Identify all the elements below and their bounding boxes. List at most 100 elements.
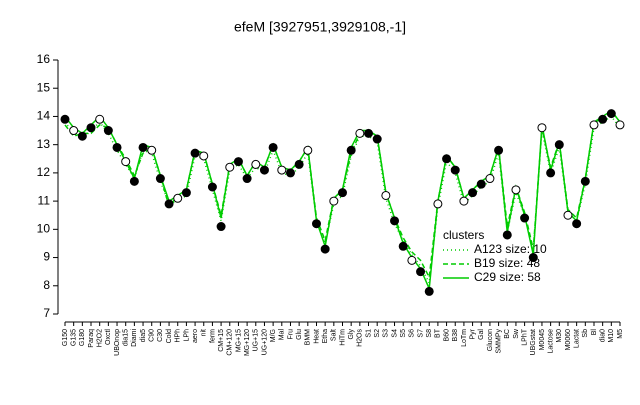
data-point [580, 176, 590, 186]
legend-label: A123 size: 10 [474, 242, 547, 256]
x-tick-label: Paraq [88, 329, 95, 348]
x-tick-label: UG+15 [253, 329, 260, 351]
x-tick-label: Lactat [573, 329, 580, 348]
legend-label: B19 size: 48 [474, 256, 540, 270]
x-tick-label: Gal [478, 329, 485, 340]
y-tick-label: 16 [37, 52, 51, 66]
x-tick-label: S5 [400, 329, 407, 338]
x-tick-label: S1 [365, 329, 372, 338]
x-tick-label: dia0 [600, 329, 607, 342]
data-point [450, 165, 460, 175]
x-tick-label: dia15 [123, 329, 130, 346]
x-tick-label: HiTm [339, 329, 346, 346]
data-point [572, 219, 582, 229]
x-tick-label: Glucon [487, 329, 494, 351]
data-point [95, 114, 105, 124]
y-tick-label: 10 [37, 222, 51, 236]
data-point [103, 126, 113, 136]
data-point [207, 182, 217, 192]
x-tick-label: S7 [417, 329, 424, 338]
data-point [476, 179, 486, 189]
data-point [485, 174, 495, 184]
data-point [277, 165, 287, 175]
x-tick-label: BMM [305, 329, 312, 346]
x-tick-label: UG+120 [261, 329, 268, 355]
x-tick-label: LPhT [521, 328, 528, 345]
x-tick-label: Salt [331, 329, 338, 341]
data-point [606, 109, 616, 119]
legend-title: clusters [443, 228, 484, 242]
x-tick-label: CM+120 [227, 329, 234, 356]
x-tick-label: LPh [183, 329, 190, 342]
y-tick-label: 9 [43, 250, 50, 264]
x-tick-label: C90 [149, 329, 156, 342]
data-point [355, 128, 365, 138]
y-tick-label: 12 [37, 165, 51, 179]
x-tick-label: Sw [513, 328, 520, 339]
data-point [86, 123, 96, 133]
data-point [60, 114, 70, 124]
x-tick-label: M30 [556, 329, 563, 343]
data-point [546, 168, 556, 178]
data-point [502, 230, 512, 240]
data-point [181, 188, 191, 198]
data-point [537, 123, 547, 133]
x-tick-label: Mal [279, 329, 286, 341]
x-tick-label: B60 [443, 329, 450, 342]
data-point [173, 193, 183, 203]
y-tick-label: 8 [43, 278, 50, 292]
data-point [416, 267, 426, 277]
x-tick-label: CM+15 [218, 329, 225, 352]
data-point [259, 165, 269, 175]
data-point [216, 222, 226, 232]
x-tick-label: Bl [591, 329, 598, 336]
x-tick-label: BT [435, 328, 442, 338]
x-tick-label: G135 [71, 329, 78, 346]
x-tick-label: nit [201, 329, 208, 336]
data-point [442, 154, 452, 164]
x-tick-label: B38 [452, 329, 459, 342]
data-point [233, 157, 243, 167]
data-point [615, 120, 625, 130]
data-point [390, 216, 400, 226]
x-tick-label: H2Os [357, 329, 364, 347]
x-tick-label: MG+120 [244, 329, 251, 356]
legend-label: C29 size: 58 [474, 270, 541, 284]
x-tick-label: S3 [383, 329, 390, 338]
x-tick-label: dia5 [140, 329, 147, 342]
data-point [598, 114, 608, 124]
data-point [398, 241, 408, 251]
x-tick-label: aero [192, 329, 199, 343]
x-tick-label: Sb [582, 329, 589, 338]
data-point [285, 168, 295, 178]
x-tick-label: M10 [608, 329, 615, 343]
x-tick-label: H2O2 [97, 329, 104, 347]
data-point [320, 244, 330, 254]
data-point [147, 145, 157, 155]
x-tick-label: ferm [209, 329, 216, 343]
y-tick-label: 11 [38, 193, 51, 207]
x-tick-label: S4 [391, 329, 398, 338]
x-tick-label: Fru [287, 329, 294, 340]
x-tick-label: S2 [374, 329, 381, 338]
x-tick-label: C30 [157, 329, 164, 342]
data-point [225, 162, 235, 172]
data-point [164, 199, 174, 209]
x-tick-label: Lactose [547, 329, 554, 354]
x-tick-label: M/G [270, 329, 277, 342]
data-point [346, 145, 356, 155]
data-point [303, 145, 313, 155]
data-point [129, 176, 139, 186]
x-tick-label: Heat [313, 329, 320, 344]
x-tick-label: M0045 [539, 329, 546, 351]
data-point [511, 185, 521, 195]
x-tick-label: SMMPy [495, 329, 502, 354]
data-point [563, 210, 573, 220]
x-tick-label: LoTm [461, 329, 468, 347]
x-tick-label: Oxctl [105, 329, 112, 345]
data-point [155, 174, 165, 184]
x-tick-label: Etha [322, 329, 329, 344]
data-point [242, 174, 252, 184]
data-point [251, 159, 261, 169]
